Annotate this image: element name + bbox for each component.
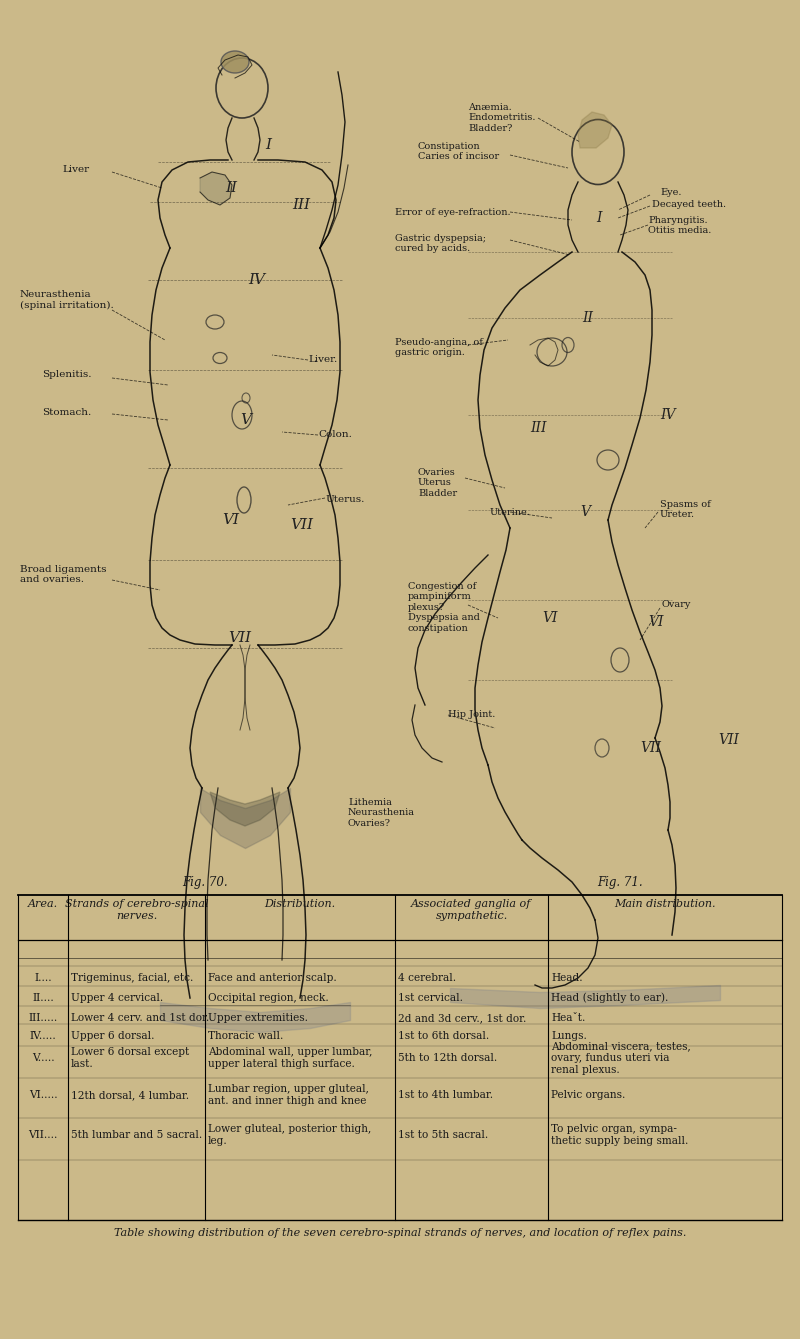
Text: 1st to 6th dorsal.: 1st to 6th dorsal. — [398, 1031, 490, 1040]
Text: Colon.: Colon. — [318, 430, 352, 439]
Text: Uterine.: Uterine. — [490, 507, 531, 517]
Text: Table showing distribution of the seven cerebro-spinal strands of nerves, and lo: Table showing distribution of the seven … — [114, 1228, 686, 1239]
Text: Decayed teeth.: Decayed teeth. — [652, 200, 726, 209]
Text: 12th dorsal, 4 lumbar.: 12th dorsal, 4 lumbar. — [71, 1090, 189, 1101]
Text: Strands of cerebro-spinal
nerves.: Strands of cerebro-spinal nerves. — [65, 898, 208, 921]
Text: Liver.: Liver. — [308, 355, 338, 364]
Text: II: II — [225, 181, 237, 195]
Text: 4 cerebral.: 4 cerebral. — [398, 973, 456, 983]
Text: VI: VI — [542, 611, 558, 625]
Text: III: III — [530, 420, 546, 435]
Text: Distribution.: Distribution. — [265, 898, 335, 909]
Text: Abdominal viscera, testes,
ovary, fundus uteri via
renal plexus.: Abdominal viscera, testes, ovary, fundus… — [551, 1042, 690, 1075]
Text: Associated ganglia of
sympathetic.: Associated ganglia of sympathetic. — [411, 898, 532, 921]
Text: IV: IV — [660, 408, 675, 422]
Text: Lower 6 dorsal except
last.: Lower 6 dorsal except last. — [71, 1047, 190, 1069]
Text: Thoracic wall.: Thoracic wall. — [208, 1031, 283, 1040]
Text: 1st to 4th lumbar.: 1st to 4th lumbar. — [398, 1090, 493, 1101]
Text: Pharyngitis.
Otitis media.: Pharyngitis. Otitis media. — [648, 216, 711, 236]
Text: Main distribution.: Main distribution. — [614, 898, 716, 909]
Text: Area.: Area. — [28, 898, 58, 909]
Text: Pelvic organs.: Pelvic organs. — [551, 1090, 626, 1101]
Text: Lungs.: Lungs. — [551, 1031, 587, 1040]
Text: Heaˇt.: Heaˇt. — [551, 1014, 586, 1023]
Text: Constipation
Caries of incisor: Constipation Caries of incisor — [418, 142, 499, 162]
Text: V.....: V..... — [32, 1052, 54, 1063]
Text: Liver: Liver — [62, 165, 89, 174]
Text: Head (slightly to ear).: Head (slightly to ear). — [551, 992, 668, 1003]
Text: Trigeminus, facial, etc.: Trigeminus, facial, etc. — [71, 973, 194, 983]
Ellipse shape — [221, 51, 249, 74]
Text: Occipital region, neck.: Occipital region, neck. — [208, 994, 329, 1003]
Text: VII: VII — [718, 732, 739, 747]
Text: Neurasthenia
(spinal irritation).: Neurasthenia (spinal irritation). — [20, 291, 114, 309]
Text: VII: VII — [228, 631, 251, 645]
Text: Pseudo-angina, of
gastric origin.: Pseudo-angina, of gastric origin. — [395, 337, 483, 358]
Text: Anæmia.
Endometritis.
Bladder?: Anæmia. Endometritis. Bladder? — [468, 103, 535, 133]
Text: Gastric dyspepsia;
cured by acids.: Gastric dyspepsia; cured by acids. — [395, 234, 486, 253]
Text: Congestion of
pampiniform
plexus?
Dyspepsia and
constipation: Congestion of pampiniform plexus? Dyspep… — [408, 582, 480, 632]
Text: Lower 4 cerv. and 1st dor.: Lower 4 cerv. and 1st dor. — [71, 1014, 210, 1023]
Text: 5th lumbar and 5 sacral.: 5th lumbar and 5 sacral. — [71, 1130, 202, 1139]
Text: II....: II.... — [32, 994, 54, 1003]
Text: Splenitis.: Splenitis. — [42, 370, 91, 379]
Text: 1st cervical.: 1st cervical. — [398, 994, 463, 1003]
Text: Ovary: Ovary — [662, 600, 691, 609]
Text: VII....: VII.... — [28, 1130, 58, 1139]
Text: Abdominal wall, upper lumbar,
upper lateral thigh surface.: Abdominal wall, upper lumbar, upper late… — [208, 1047, 372, 1069]
Polygon shape — [200, 171, 232, 205]
Text: IV: IV — [248, 273, 265, 287]
Text: 1st to 5th sacral.: 1st to 5th sacral. — [398, 1130, 488, 1139]
Text: 2d and 3d cerv., 1st dor.: 2d and 3d cerv., 1st dor. — [398, 1014, 526, 1023]
Text: I....: I.... — [34, 973, 52, 983]
Text: VI.....: VI..... — [29, 1090, 58, 1101]
Polygon shape — [210, 791, 280, 826]
Text: II: II — [582, 311, 593, 325]
Text: Lower gluteal, posterior thigh,
leg.: Lower gluteal, posterior thigh, leg. — [208, 1125, 371, 1146]
Text: VI: VI — [222, 513, 239, 528]
Text: Fig. 70.: Fig. 70. — [182, 876, 228, 889]
Text: Eye.: Eye. — [660, 187, 682, 197]
Text: Hip Joint.: Hip Joint. — [448, 710, 495, 719]
Text: Head.: Head. — [551, 973, 582, 983]
Text: V: V — [240, 412, 251, 427]
Text: IV.....: IV..... — [30, 1031, 56, 1040]
Text: Broad ligaments
and ovaries.: Broad ligaments and ovaries. — [20, 565, 106, 584]
Text: Lithemia
Neurasthenia
Ovaries?: Lithemia Neurasthenia Ovaries? — [348, 798, 415, 828]
Text: III.....: III..... — [28, 1014, 58, 1023]
Text: Stomach.: Stomach. — [42, 408, 91, 416]
Text: VII: VII — [290, 518, 313, 532]
Text: VII: VII — [640, 740, 661, 755]
Polygon shape — [578, 112, 612, 149]
Text: Upper extremities.: Upper extremities. — [208, 1014, 308, 1023]
Text: Fig. 71.: Fig. 71. — [597, 876, 643, 889]
Text: V: V — [580, 505, 590, 520]
Text: VI: VI — [648, 615, 663, 629]
Text: I: I — [265, 138, 271, 153]
Text: Spasms of
Ureter.: Spasms of Ureter. — [660, 499, 710, 520]
Text: III: III — [292, 198, 310, 212]
Text: Upper 6 dorsal.: Upper 6 dorsal. — [71, 1031, 154, 1040]
Text: 5th to 12th dorsal.: 5th to 12th dorsal. — [398, 1052, 498, 1063]
Text: Uterus.: Uterus. — [325, 495, 364, 503]
Text: Ovaries
Uterus
Bladder: Ovaries Uterus Bladder — [418, 469, 457, 498]
Text: Face and anterior scalp.: Face and anterior scalp. — [208, 973, 337, 983]
Text: I: I — [596, 212, 602, 225]
Text: To pelvic organ, sympa-
thetic supply being small.: To pelvic organ, sympa- thetic supply be… — [551, 1125, 688, 1146]
Text: Error of eye-refraction.: Error of eye-refraction. — [395, 208, 510, 217]
Text: Lumbar region, upper gluteal,
ant. and inner thigh and knee: Lumbar region, upper gluteal, ant. and i… — [208, 1085, 369, 1106]
Text: Upper 4 cervical.: Upper 4 cervical. — [71, 994, 163, 1003]
